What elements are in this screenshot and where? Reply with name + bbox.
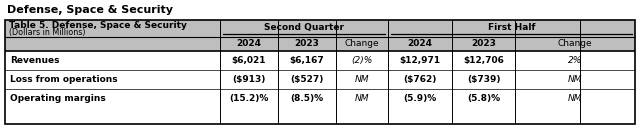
Text: Operating margins: Operating margins xyxy=(10,94,106,103)
Text: Loss from operations: Loss from operations xyxy=(10,75,118,84)
Text: 2023: 2023 xyxy=(471,39,496,49)
Text: NM: NM xyxy=(355,94,369,103)
Text: (8.5)%: (8.5)% xyxy=(291,94,324,103)
Text: $6,167: $6,167 xyxy=(290,56,324,65)
Text: $12,971: $12,971 xyxy=(399,56,440,65)
Bar xyxy=(5,89,635,108)
Bar xyxy=(5,70,635,89)
Text: NM: NM xyxy=(355,75,369,84)
Bar xyxy=(5,20,635,37)
Text: (Dollars in Millions): (Dollars in Millions) xyxy=(9,28,86,37)
Bar xyxy=(5,20,635,124)
Text: Change: Change xyxy=(345,39,380,49)
Text: NM: NM xyxy=(568,75,582,84)
Text: Change: Change xyxy=(557,39,592,49)
Text: Revenues: Revenues xyxy=(10,56,60,65)
Text: 2024: 2024 xyxy=(408,39,433,49)
Text: (15.2)%: (15.2)% xyxy=(229,94,269,103)
Text: Second Quarter: Second Quarter xyxy=(264,23,344,32)
Text: 2%: 2% xyxy=(568,56,582,65)
Text: Defense, Space & Security: Defense, Space & Security xyxy=(7,5,173,15)
Text: (5.9)%: (5.9)% xyxy=(403,94,436,103)
Text: ($913): ($913) xyxy=(232,75,266,84)
Text: (2)%: (2)% xyxy=(351,56,372,65)
Text: $12,706: $12,706 xyxy=(463,56,504,65)
Text: 2024: 2024 xyxy=(237,39,262,49)
Text: ($527): ($527) xyxy=(291,75,324,84)
Text: (5.8)%: (5.8)% xyxy=(467,94,500,103)
Text: ($762): ($762) xyxy=(403,75,436,84)
Text: First Half: First Half xyxy=(488,23,535,32)
Text: Table 5. Defense, Space & Security: Table 5. Defense, Space & Security xyxy=(9,21,187,30)
Text: NM: NM xyxy=(568,94,582,103)
Text: ($739): ($739) xyxy=(467,75,500,84)
Text: $6,021: $6,021 xyxy=(232,56,266,65)
Text: 2023: 2023 xyxy=(294,39,319,49)
Bar xyxy=(5,51,635,70)
Bar xyxy=(5,37,635,51)
